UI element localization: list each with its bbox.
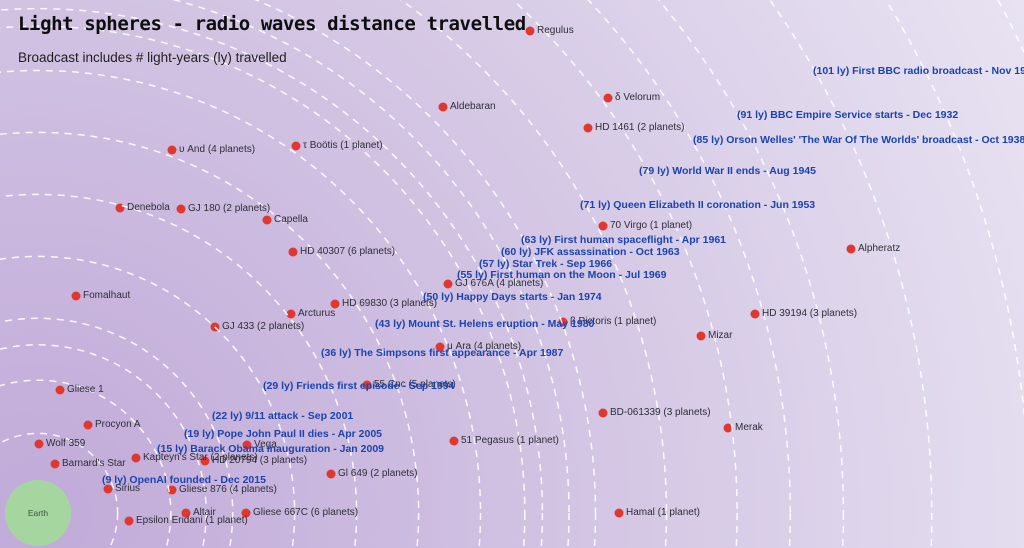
star-label: Procyon A <box>95 419 141 430</box>
event-label: (71 ly) Queen Elizabeth II coronation - … <box>580 199 816 211</box>
star-dot <box>210 322 220 332</box>
star-dot <box>525 26 535 36</box>
star-label: Barnard's Star <box>62 458 126 469</box>
star-dot <box>124 516 134 526</box>
star-label: BD-061339 (3 planets) <box>610 407 711 418</box>
star-dot <box>115 203 125 213</box>
event-label: (29 ly) Friends first episode - Sep 1994 <box>263 380 455 392</box>
star-label: Arcturus <box>298 308 336 319</box>
event-label: (79 ly) World War II ends - Aug 1945 <box>639 165 816 177</box>
light-sphere-ring-91ly <box>0 0 843 548</box>
event-label: (15 ly) Barack Obama inauguration - Jan … <box>157 443 385 455</box>
event-label: (36 ly) The Simpsons first appearance - … <box>321 347 564 359</box>
star-label: GJ 180 (2 planets) <box>188 203 271 214</box>
star-dot <box>750 309 760 319</box>
star-dot <box>286 309 296 319</box>
star-dot <box>262 215 272 225</box>
star-label: Regulus <box>537 25 574 36</box>
star-dot <box>167 485 177 495</box>
star-label: Fomalhaut <box>83 290 131 301</box>
star-dot <box>131 453 141 463</box>
star-dot <box>83 420 93 430</box>
star-label: τ Boötis (1 planet) <box>303 140 383 151</box>
event-label: (43 ly) Mount St. Helens eruption - May … <box>375 318 595 330</box>
star-dot <box>34 439 44 449</box>
star-dot <box>449 436 459 446</box>
star-label: HD 20794 (3 planets) <box>212 455 308 466</box>
star-dot <box>288 247 298 257</box>
star-dot <box>50 459 60 469</box>
star-dot <box>583 123 593 133</box>
star-dot <box>176 204 186 214</box>
star-dot <box>438 102 448 112</box>
star-dot <box>598 408 608 418</box>
event-label: (50 ly) Happy Days starts - Jan 1974 <box>423 291 602 303</box>
earth-marker: Earth <box>5 480 71 546</box>
star-dot <box>167 145 177 155</box>
event-label: (22 ly) 9/11 attack - Sep 2001 <box>212 410 354 422</box>
star-label: Wolf 359 <box>46 438 86 449</box>
star-dot <box>696 331 706 341</box>
star-label: Epsilon Eridani (1 planet) <box>136 515 248 526</box>
event-label: (101 ly) First BBC radio broadcast - Nov… <box>813 65 1024 77</box>
star-label: Gliese 1 <box>67 384 104 395</box>
star-label: Capella <box>274 214 308 225</box>
star-label: Alpheratz <box>858 243 901 254</box>
star-dot <box>846 244 856 254</box>
event-label: (19 ly) Pope John Paul II dies - Apr 200… <box>184 428 383 440</box>
chart-subtitle: Broadcast includes # light-years (ly) tr… <box>18 50 287 65</box>
star-label: Aldebaran <box>450 101 496 112</box>
star-label: GJ 433 (2 planets) <box>222 321 305 332</box>
page-title: Light spheres - radio waves distance tra… <box>18 13 526 35</box>
star-label: Hamal (1 planet) <box>626 507 700 518</box>
star-dot <box>723 423 733 433</box>
event-label: (85 ly) Orson Welles' 'The War Of The Wo… <box>693 134 1024 146</box>
star-dot <box>55 385 65 395</box>
star-dot <box>443 279 453 289</box>
star-label: δ Velorum <box>615 92 661 103</box>
earth-label: Earth <box>27 508 49 518</box>
star-label: υ And (4 planets) <box>179 144 256 155</box>
event-label: (60 ly) JFK assassination - Oct 1963 <box>501 246 680 258</box>
event-label: (9 ly) OpenAI founded - Dec 2015 <box>102 474 266 486</box>
star-dot <box>326 469 336 479</box>
star-label: HD 39194 (3 planets) <box>762 308 858 319</box>
star-dot <box>291 141 301 151</box>
star-label: HD 1461 (2 planets) <box>595 122 685 133</box>
star-label: Gliese 667C (6 planets) <box>253 507 359 518</box>
star-label: Gl 649 (2 planets) <box>338 468 418 479</box>
star-label: Mizar <box>708 330 733 341</box>
star-label: 70 Virgo (1 planet) <box>610 220 693 231</box>
star-dot <box>598 221 608 231</box>
star-dot <box>614 508 624 518</box>
star-label: 51 Pegasus (1 planet) <box>461 435 559 446</box>
event-label: (63 ly) First human spaceflight - Apr 19… <box>521 234 726 246</box>
event-label: (91 ly) BBC Empire Service starts - Dec … <box>737 109 959 121</box>
star-label: Denebola <box>127 202 170 213</box>
star-label: HD 40307 (6 planets) <box>300 246 396 257</box>
star-dot <box>603 93 613 103</box>
event-label: (55 ly) First human on the Moon - Jul 19… <box>457 269 667 281</box>
star-label: Merak <box>735 422 763 433</box>
star-dot <box>71 291 81 301</box>
